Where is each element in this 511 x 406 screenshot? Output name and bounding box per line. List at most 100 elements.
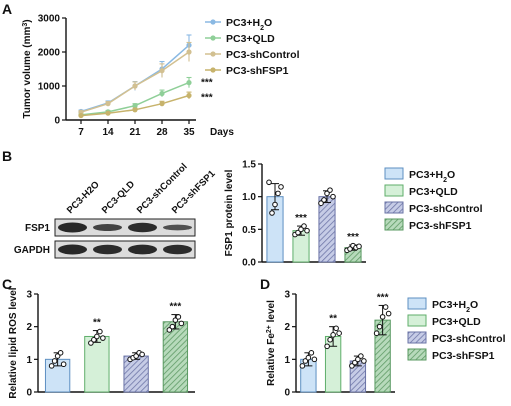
replicate-point bbox=[139, 351, 145, 358]
legend-marker bbox=[210, 35, 216, 41]
replicate-point bbox=[324, 343, 330, 350]
legend-marker bbox=[210, 51, 216, 57]
replicate-point bbox=[330, 193, 336, 200]
replicate-point bbox=[51, 358, 58, 364]
replicate-point bbox=[336, 330, 342, 337]
replicate-point bbox=[133, 353, 139, 359]
panel-label-c: C bbox=[2, 276, 12, 292]
legend-swatch bbox=[384, 201, 404, 214]
legend-swatch bbox=[384, 184, 404, 197]
replicate-point bbox=[54, 353, 61, 359]
significance-marker: *** bbox=[201, 93, 213, 104]
y-axis-label-part: 2+ bbox=[266, 325, 273, 333]
replicate-point bbox=[356, 243, 362, 250]
blot-band bbox=[93, 244, 122, 255]
y-axis-label: Relative Fe2+ level bbox=[266, 300, 278, 386]
data-point bbox=[186, 49, 192, 55]
blot-strip bbox=[54, 218, 196, 237]
replicate-point bbox=[361, 358, 367, 364]
x-tick-label: 7 bbox=[78, 127, 84, 138]
x-tick-label: 14 bbox=[102, 127, 114, 138]
y-tick-label: 0.5 bbox=[242, 225, 256, 236]
panel-label-a: A bbox=[2, 1, 12, 17]
y-tick-label: 0.0 bbox=[242, 258, 256, 269]
legend-swatch bbox=[407, 314, 427, 327]
data-point bbox=[105, 101, 111, 107]
bar-2 bbox=[123, 355, 149, 393]
legend-entry-part: PC3+QLD bbox=[432, 316, 481, 328]
replicate-point bbox=[355, 356, 361, 363]
data-point bbox=[186, 92, 192, 99]
legend-entry: PC3+H2O bbox=[432, 299, 478, 314]
data-point bbox=[186, 80, 192, 86]
y-axis-label: FSP1 protein level bbox=[224, 169, 235, 256]
legend-entry-part: 2 bbox=[443, 177, 447, 184]
legend-swatch bbox=[384, 167, 404, 180]
replicate-point bbox=[373, 330, 380, 337]
replicate-point bbox=[298, 226, 304, 233]
replicate-point bbox=[299, 363, 306, 369]
legend-entry: PC3-shControl bbox=[409, 203, 483, 215]
replicate-point bbox=[305, 354, 312, 361]
replicate-point bbox=[60, 361, 67, 368]
replicate-point bbox=[178, 320, 185, 327]
panel-label-b: B bbox=[2, 148, 12, 164]
significance-marker: *** bbox=[347, 232, 359, 243]
replicate-point bbox=[327, 187, 333, 193]
y-tick-label: 0 bbox=[284, 388, 290, 399]
y-tick-label: 3000 bbox=[38, 14, 61, 25]
legend-swatch bbox=[384, 218, 404, 231]
significance-marker: *** bbox=[295, 213, 307, 224]
legend-entry: PC3-shControl bbox=[226, 49, 300, 61]
replicate-point bbox=[169, 323, 176, 330]
x-tick-label: 35 bbox=[183, 127, 195, 138]
replicate-point bbox=[358, 353, 364, 359]
y-tick-label: 1000 bbox=[38, 82, 61, 93]
legend-entry-part: PC3-shFSP1 bbox=[226, 65, 289, 77]
data-point bbox=[132, 107, 138, 113]
replicate-point bbox=[302, 358, 309, 364]
y-tick-label: 1 bbox=[26, 355, 32, 366]
replicate-point bbox=[91, 336, 97, 343]
legend-entry: PC3-shFSP1 bbox=[432, 350, 495, 362]
replicate-point bbox=[172, 317, 179, 323]
fsp1-protein-bar-chart: 0.0 0.5 1.0 1.5 FSP1 protein level *** *** bbox=[224, 160, 366, 269]
replicate-point bbox=[97, 328, 103, 335]
y-tick-label: 0 bbox=[26, 388, 32, 399]
blot-band bbox=[163, 244, 192, 255]
significance-marker: ** bbox=[329, 314, 337, 325]
replicate-point bbox=[266, 179, 272, 186]
y-tick-label: 2 bbox=[26, 322, 32, 333]
data-point bbox=[159, 90, 165, 97]
blot-band bbox=[93, 223, 122, 232]
bar-3 bbox=[162, 321, 189, 393]
replicate-point bbox=[385, 310, 392, 317]
y-axis-label: Tumor volume (mm3) bbox=[22, 19, 34, 118]
data-point bbox=[78, 112, 84, 119]
y-tick-label: 2000 bbox=[38, 48, 61, 59]
replicate-point bbox=[333, 325, 339, 332]
blot-band bbox=[128, 222, 157, 233]
blot-band bbox=[58, 244, 87, 255]
data-point bbox=[132, 103, 138, 109]
legend-entry: PC3+QLD bbox=[409, 186, 458, 198]
western-blot: PC3-H2OPC3-QLDPC3-shControlPC3-shFSP1FSP… bbox=[14, 161, 218, 259]
replicate-point bbox=[347, 246, 353, 252]
replicate-point bbox=[327, 336, 333, 343]
replicate-point bbox=[376, 323, 383, 330]
blot-band bbox=[128, 244, 157, 255]
y-axis-label-part: ) bbox=[22, 19, 33, 22]
replicate-point bbox=[318, 200, 324, 206]
replicate-point bbox=[311, 356, 318, 363]
legend-entry-part: 2 bbox=[260, 25, 264, 32]
x-tick-label: 28 bbox=[156, 127, 168, 138]
bar-1 bbox=[84, 335, 110, 393]
replicate-point bbox=[349, 363, 355, 369]
y-tick-label: 1.5 bbox=[242, 160, 256, 171]
y-tick-label: 0 bbox=[54, 116, 60, 127]
y-axis-label: Relative lipid ROS level bbox=[8, 287, 19, 398]
legend-swatch bbox=[407, 331, 427, 344]
